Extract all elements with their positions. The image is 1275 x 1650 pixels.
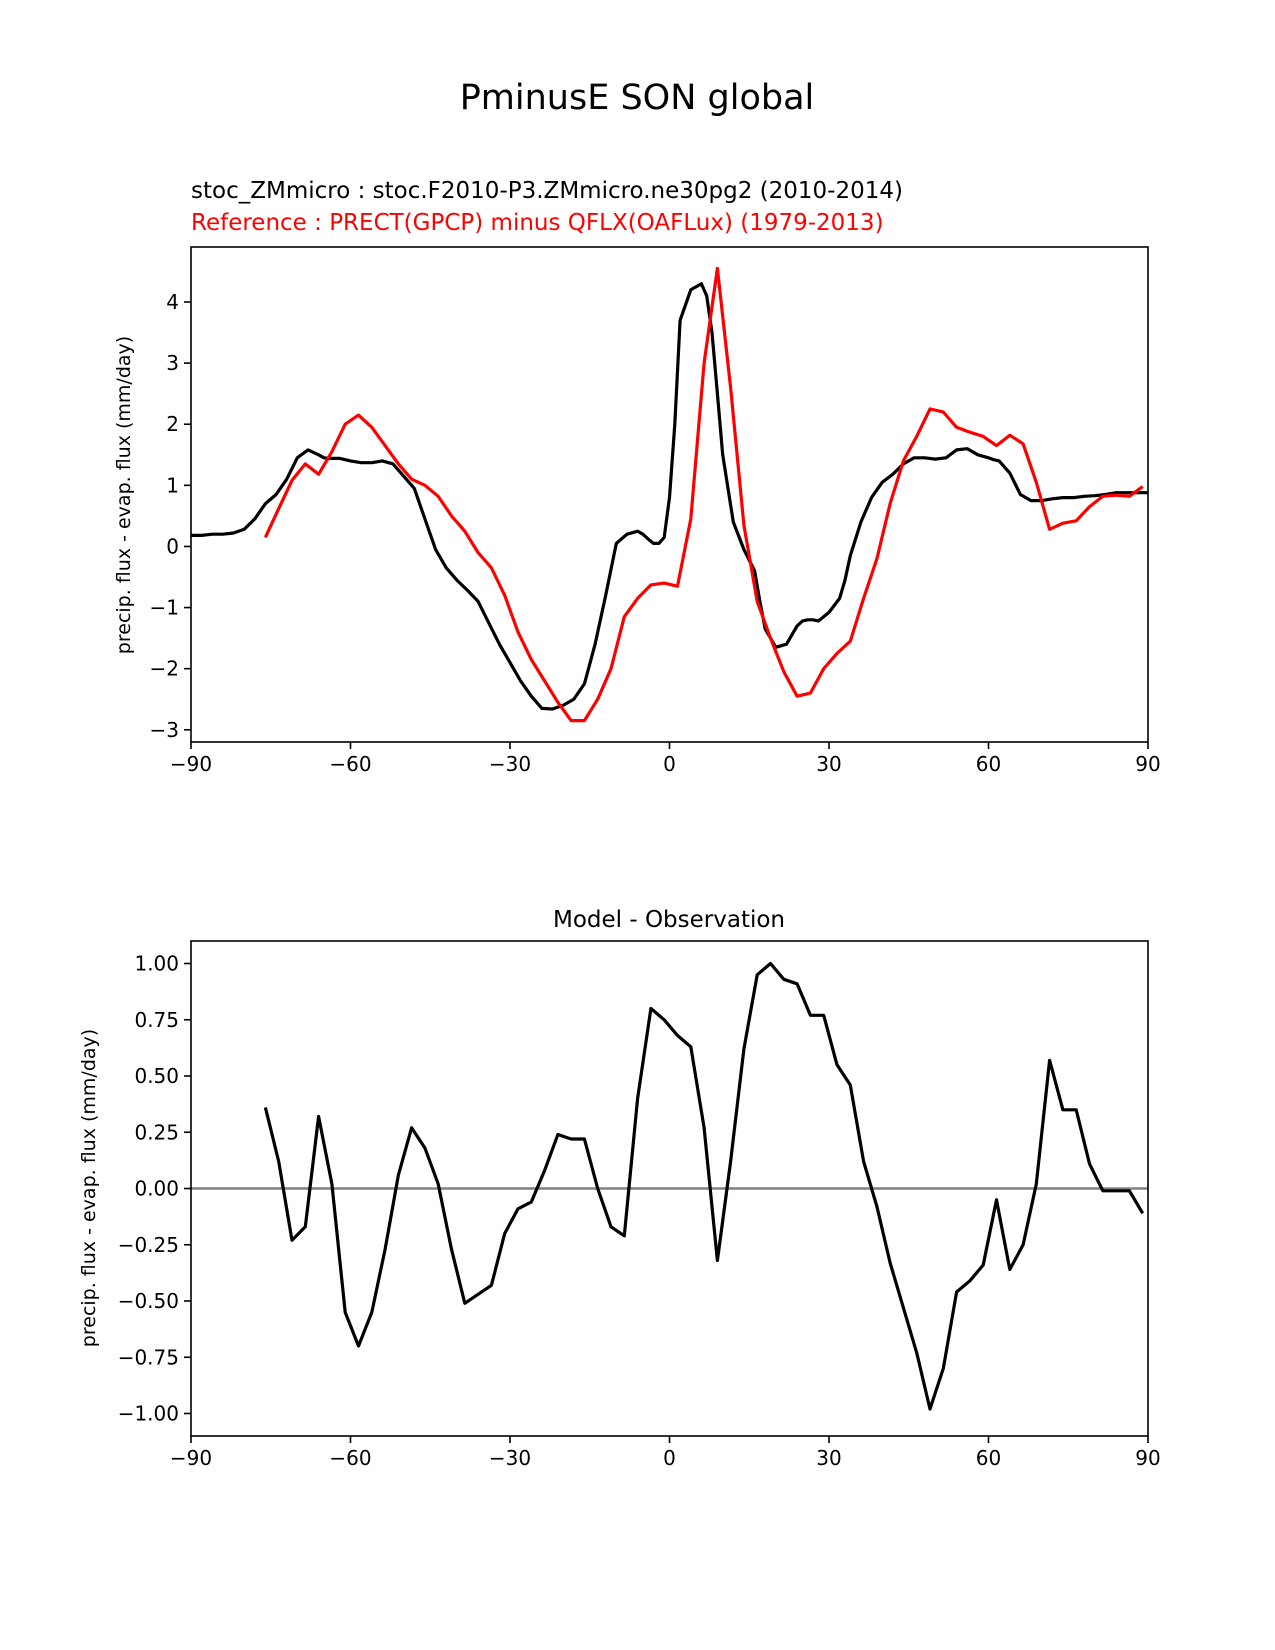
y-tick-label: 0 [166,534,179,558]
reference-label: Reference : PRECT(GPCP) minus QFLX(OAFLu… [191,210,884,236]
series-line-model [191,282,1148,711]
y-tick-label: −0.25 [118,1233,179,1257]
x-tick-label: 60 [976,752,1001,776]
y-tick-label: −1 [150,596,179,620]
y-tick-label: −0.75 [118,1345,179,1369]
series-line-model-observation [263,961,1145,1411]
x-tick-label: 90 [1135,1446,1160,1470]
x-tick-label: 30 [816,752,841,776]
x-tick-label: −60 [329,752,371,776]
x-tick-label: −90 [170,752,212,776]
y-tick-label: 0.25 [134,1120,179,1144]
y-tick-label: 1.00 [134,952,179,976]
top-plot-area: −90 −60 −30 0 30 60 90 −3 −2 −1 0 1 2 3 4 [150,246,1161,776]
y-tick-label: −1.00 [118,1402,179,1426]
x-tick-label: 60 [976,1446,1001,1470]
x-tick-label: −30 [489,752,531,776]
x-tick-label: −90 [170,1446,212,1470]
top-panel: stoc_ZMmicro : stoc.F2010-P3.ZMmicro.ne3… [113,178,1161,776]
y-tick-label: 3 [166,351,179,375]
bottom-chart-title: Model - Observation [553,907,785,933]
y-tick-label: −3 [150,718,179,742]
y-tick-label: 0.75 [134,1008,179,1032]
y-tick-label: 2 [166,412,179,436]
bottom-panel: Model - Observation precip. flux - evap.… [78,907,1161,1470]
y-tick-label: −0.50 [118,1289,179,1313]
model-label: stoc_ZMmicro : stoc.F2010-P3.ZMmicro.ne3… [191,178,903,204]
y-tick-label: 1 [166,473,179,497]
series-line-reference [263,266,1144,723]
x-tick-label: −30 [489,1446,531,1470]
y-tick-label: 0.00 [134,1177,179,1201]
x-tick-label: 30 [816,1446,841,1470]
y-tick-label: 0.50 [134,1064,179,1088]
x-tick-label: 0 [663,1446,676,1470]
x-tick-label: −60 [329,1446,371,1470]
bottom-plot-area: −90 −60 −30 0 30 60 90 −1.00 −0.75 −0.50 −0.25 0.00… [118,940,1161,1470]
y-tick-label: 4 [166,290,179,314]
bottom-y-axis-label: precip. flux - evap. flux (mm/day) [78,1029,100,1347]
figure-title: PminusE SON global [460,78,815,118]
y-tick-label: −2 [150,657,179,681]
x-tick-label: 90 [1135,752,1160,776]
top-y-axis-label: precip. flux - evap. flux (mm/day) [113,336,135,654]
x-tick-label: 0 [663,752,676,776]
